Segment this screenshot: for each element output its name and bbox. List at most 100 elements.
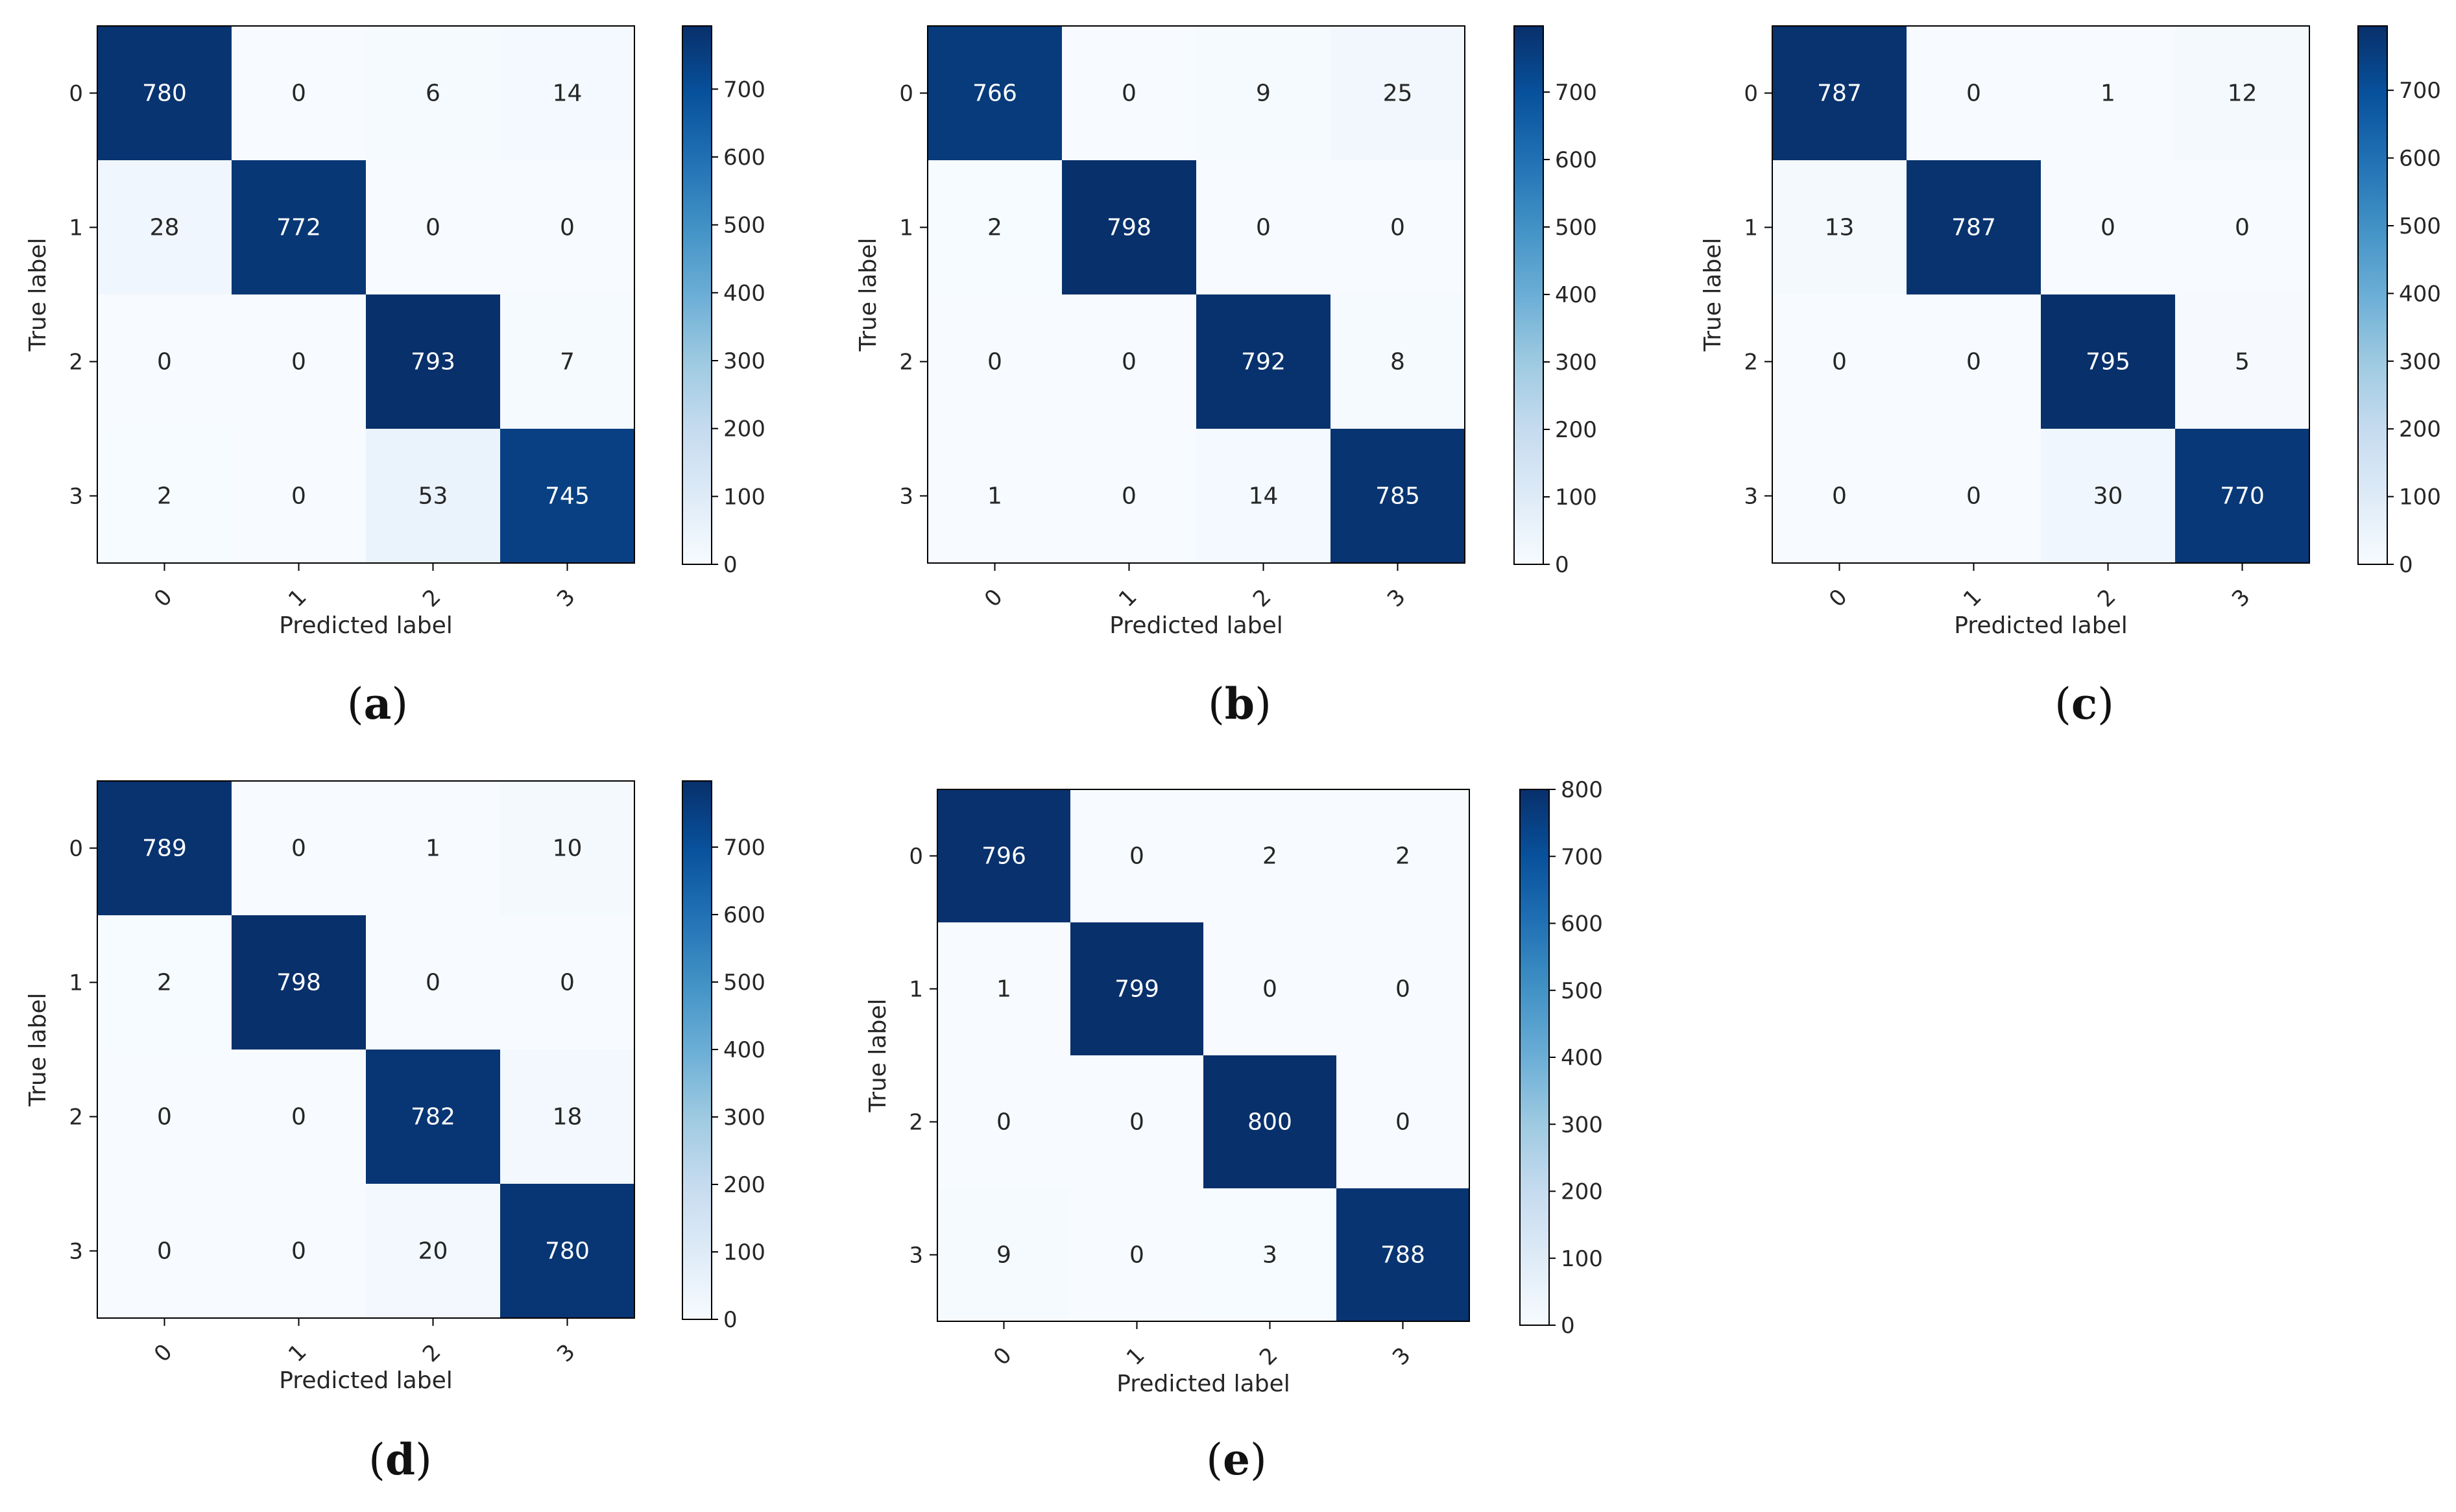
heatmap-cell	[1772, 294, 1907, 429]
colorbar-tick-label: 0	[1561, 1313, 1575, 1339]
colorbar-tick-label: 600	[2399, 146, 2441, 172]
heatmap-cell	[1907, 429, 2041, 563]
cell-value-label: 0	[1966, 483, 1981, 510]
cell-value-label: 0	[1256, 215, 1271, 241]
cell-value-label: 13	[1825, 215, 1855, 241]
heatmap-cell	[2041, 294, 2175, 429]
cell-value-label: 0	[1262, 976, 1277, 1003]
cell-value-label: 793	[411, 349, 455, 376]
cell-value-label: 0	[1395, 976, 1410, 1003]
colorbar-tick-label: 100	[723, 1240, 765, 1266]
heatmap-cell	[366, 1184, 500, 1318]
colorbar-tick-label: 700	[723, 77, 765, 102]
cell-value-label: 14	[1249, 483, 1279, 510]
heatmap-cell	[1070, 1188, 1203, 1321]
heatmap-cell	[1203, 922, 1336, 1055]
heatmap-cell	[97, 294, 232, 429]
cell-value-label: 0	[426, 215, 440, 241]
colorbar-tick-label: 0	[723, 1307, 738, 1333]
x-axis-label: Predicted label	[1109, 612, 1283, 639]
heatmap-cell	[937, 1055, 1070, 1188]
heatmap-cell	[366, 294, 500, 429]
heatmap-cell	[937, 922, 1070, 1055]
cell-value-label: 9	[996, 1242, 1011, 1269]
colorbar-tick-label: 400	[1555, 282, 1597, 308]
heatmap-frame	[97, 780, 635, 1319]
heatmap-cell	[366, 915, 500, 1050]
cell-value-label: 0	[291, 1238, 306, 1265]
heatmap-cell	[97, 160, 232, 294]
heatmap-cell	[97, 26, 232, 160]
cell-value-label: 0	[291, 80, 306, 107]
colorbar-tick-label: 600	[723, 902, 765, 928]
y-tick-label: 1	[69, 215, 83, 241]
panel-caption: (e)	[1206, 1434, 1267, 1485]
heatmap-cell	[232, 26, 366, 160]
heatmap-cell	[500, 294, 634, 429]
cell-value-label: 782	[411, 1104, 455, 1131]
heatmap-cell	[2175, 160, 2309, 294]
heatmap-frame	[97, 25, 635, 564]
colorbar-tick-label: 300	[1555, 350, 1597, 376]
cell-value-label: 0	[291, 349, 306, 376]
y-tick-label: 3	[69, 1239, 83, 1265]
heatmap-cell	[232, 915, 366, 1050]
y-tick-label: 0	[909, 844, 923, 870]
heatmap-cell	[366, 781, 500, 915]
colorbar-tick-label: 100	[2399, 485, 2441, 510]
heatmap-cell	[500, 1050, 634, 1184]
colorbar-tick-label: 0	[723, 552, 738, 578]
colorbar-tick-label: 700	[1561, 844, 1603, 870]
cell-value-label: 3	[1262, 1242, 1277, 1269]
heatmap-cell	[366, 26, 500, 160]
colorbar	[2357, 25, 2388, 565]
heatmap-cell	[1196, 26, 1330, 160]
cell-value-label: 0	[1129, 1109, 1144, 1136]
heatmap-cell	[2175, 429, 2309, 563]
heatmap-cell	[1203, 1055, 1336, 1188]
colorbar	[1513, 25, 1544, 565]
colorbar-tick-label: 300	[723, 348, 765, 374]
colorbar-tick-label: 400	[723, 1037, 765, 1063]
cell-value-label: 799	[1114, 976, 1159, 1003]
cell-value-label: 0	[1122, 483, 1137, 510]
x-axis-label: Predicted label	[1116, 1371, 1290, 1397]
heatmap-cell	[1196, 429, 1330, 563]
cell-value-label: 0	[426, 970, 440, 996]
colorbar-tick-label: 100	[1561, 1246, 1603, 1272]
cell-value-label: 0	[560, 970, 575, 996]
heatmap-cell	[500, 1184, 634, 1318]
panel-caption: (b)	[1208, 678, 1271, 729]
cell-value-label: 0	[157, 1238, 172, 1265]
heatmap-cell	[1772, 160, 1907, 294]
colorbar-tick-label: 500	[2399, 213, 2441, 239]
cell-value-label: 789	[142, 835, 187, 862]
colorbar-tick-label: 200	[723, 416, 765, 442]
colorbar-tick-label: 600	[723, 145, 765, 171]
colorbar-tick-label: 300	[723, 1105, 765, 1131]
cell-value-label: 787	[1817, 80, 1862, 107]
cell-value-label: 0	[2235, 215, 2250, 241]
heatmap-cell	[1330, 160, 1465, 294]
cell-value-label: 12	[2228, 80, 2257, 107]
cell-value-label: 0	[1966, 80, 1981, 107]
cell-value-label: 0	[291, 1104, 306, 1131]
heatmap-cell	[1196, 160, 1330, 294]
colorbar-tick-label: 700	[723, 835, 765, 861]
cell-value-label: 10	[553, 835, 583, 862]
heatmap-cell	[232, 1184, 366, 1318]
colorbar-tick-label: 500	[1561, 978, 1603, 1004]
cell-value-label: 18	[553, 1104, 583, 1131]
colorbar-tick-label: 100	[723, 484, 765, 510]
y-tick-label: 2	[909, 1110, 923, 1136]
colorbar-tick-label: 0	[1555, 552, 1569, 578]
y-tick-label: 1	[69, 970, 83, 996]
colorbar-tick-label: 400	[2399, 281, 2441, 307]
heatmap-cell	[1907, 294, 2041, 429]
heatmap-cell	[937, 789, 1070, 922]
y-tick-label: 2	[1744, 350, 1758, 376]
cell-value-label: 0	[157, 1104, 172, 1131]
colorbar-tick-label: 200	[1555, 417, 1597, 443]
colorbar-tick-label: 300	[2399, 349, 2441, 375]
